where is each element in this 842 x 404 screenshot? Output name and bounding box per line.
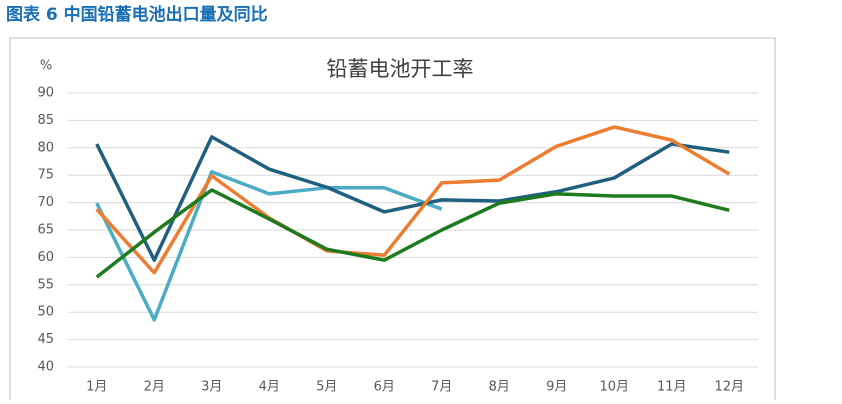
x-tick-label: 1月 xyxy=(86,380,107,395)
y-tick-label: 85 xyxy=(37,113,54,128)
x-tick-label: 5月 xyxy=(316,380,337,395)
x-tick-label: 2月 xyxy=(144,380,165,395)
series-line xyxy=(95,188,730,279)
y-tick-label: 65 xyxy=(37,223,54,238)
x-tick-label: 4月 xyxy=(259,380,280,395)
series-line xyxy=(95,135,730,262)
x-tick-label: 6月 xyxy=(374,380,395,395)
x-tick-label: 10月 xyxy=(599,380,629,395)
x-tick-label: 3月 xyxy=(201,380,222,395)
y-tick-label: 45 xyxy=(37,332,54,347)
x-tick-label: 12月 xyxy=(714,380,744,395)
y-tick-label: 55 xyxy=(37,277,54,292)
y-axis-label: % xyxy=(40,59,52,74)
y-tick-label: 75 xyxy=(37,168,54,183)
chart-frame xyxy=(9,37,776,404)
y-tick-label: 80 xyxy=(37,140,54,155)
page-title: 图表 6 中国铅蓄电池出口量及同比 xyxy=(6,4,268,25)
x-tick-label: 9月 xyxy=(546,380,567,395)
y-tick-label: 50 xyxy=(37,305,54,320)
series-line xyxy=(95,125,731,275)
series-line xyxy=(95,170,443,322)
y-tick-label: 40 xyxy=(37,360,54,375)
y-tick-label: 90 xyxy=(37,86,54,101)
x-tick-label: 8月 xyxy=(489,380,510,395)
chart-title: 铅蓄电池开工率 xyxy=(327,57,474,81)
x-tick-label: 7月 xyxy=(431,380,452,395)
y-tick-label: 60 xyxy=(37,250,54,265)
x-tick-label: 11月 xyxy=(657,380,687,395)
y-tick-label: 70 xyxy=(37,195,54,210)
